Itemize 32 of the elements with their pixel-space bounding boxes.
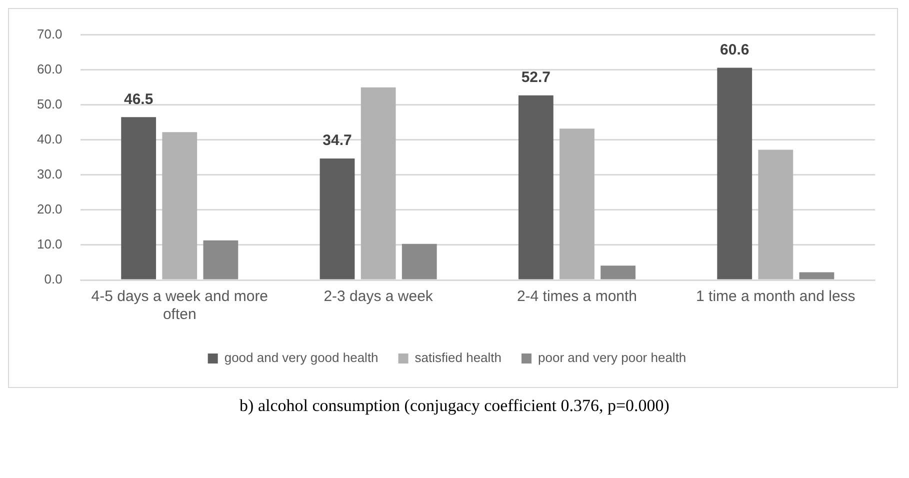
bar — [717, 68, 752, 280]
bar — [758, 150, 794, 280]
legend-label: poor and very poor health — [538, 350, 686, 366]
y-tick-label: 0.0 — [44, 272, 62, 287]
data-label: 34.7 — [322, 132, 352, 150]
text: b) alcohol consumption (conjugacy coefficient 0.376, p=0.000) — [238, 396, 670, 416]
bar — [320, 158, 355, 280]
x-tick-label: 4-5 days a week and more often — [91, 288, 268, 324]
y-tick-label: 30.0 — [36, 166, 62, 182]
legend-label: good and very good health — [224, 350, 378, 366]
bar — [600, 266, 636, 280]
bar — [402, 244, 437, 280]
y-tick-label: 60.0 — [36, 61, 62, 76]
bar — [162, 132, 198, 280]
x-tick-label: 1 time a month and less — [696, 288, 856, 306]
data-label: 52.7 — [521, 69, 551, 86]
bar — [518, 95, 554, 280]
x-tick-label: 2-3 days a week — [324, 288, 434, 306]
legend-label: satisfied health — [414, 350, 502, 366]
bar — [360, 87, 396, 280]
y-tick-label: 40.0 — [36, 131, 62, 146]
y-tick-label: 20.0 — [36, 202, 62, 217]
x-tick-label: 2-4 times a month — [516, 288, 638, 306]
data-label: 46.5 — [124, 90, 154, 108]
y-tick-label: 10.0 — [36, 236, 62, 252]
y-tick-label: 50.0 — [36, 96, 62, 112]
bar — [560, 128, 594, 280]
data-label: 60.6 — [720, 41, 750, 58]
bar — [203, 240, 238, 280]
bar — [799, 272, 834, 280]
bar — [121, 117, 156, 280]
y-tick-label: 70.0 — [36, 26, 62, 42]
